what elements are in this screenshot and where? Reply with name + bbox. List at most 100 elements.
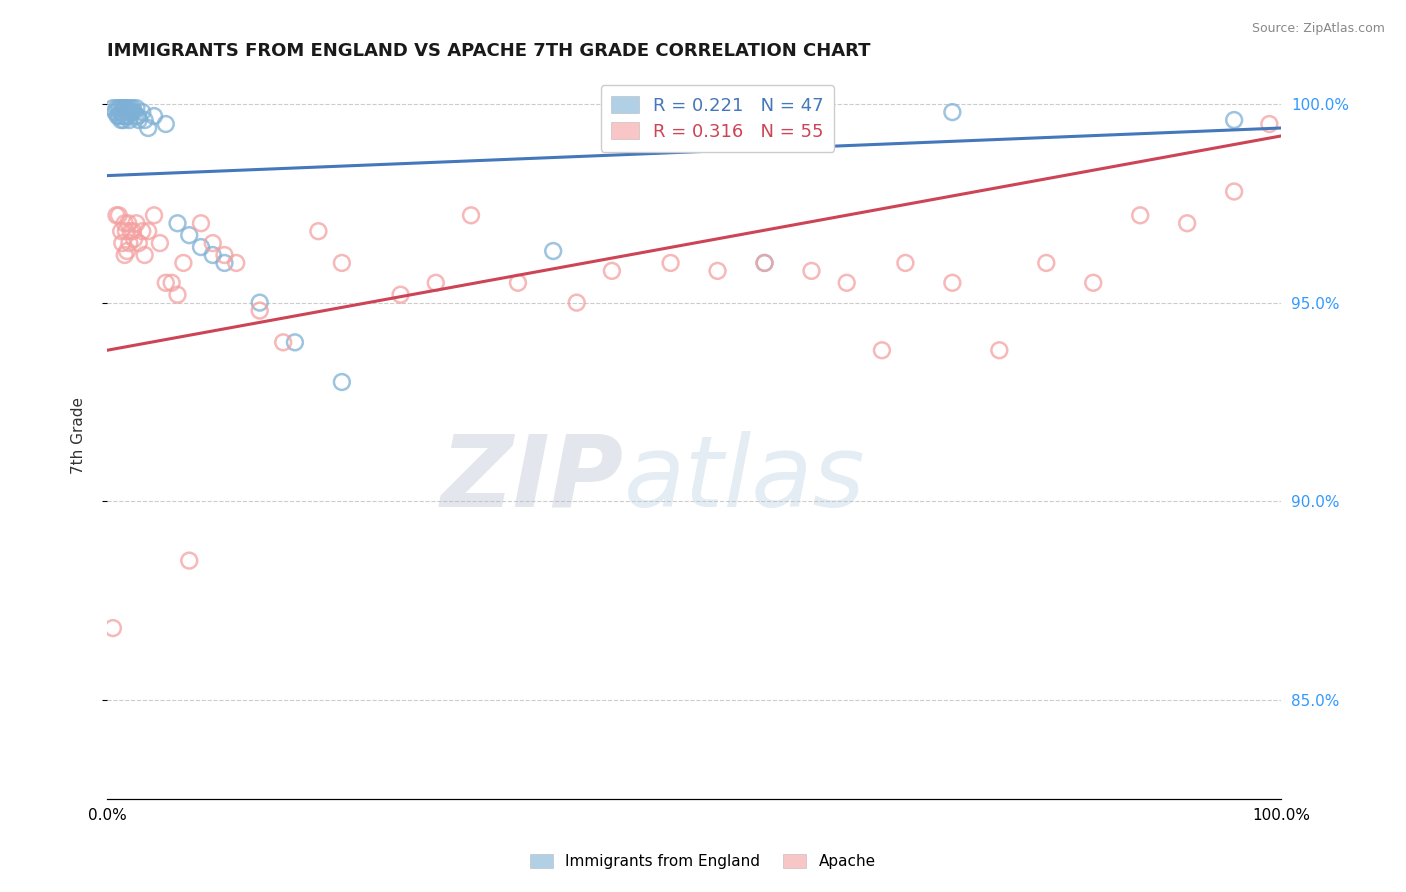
Point <box>179 228 201 243</box>
Point <box>754 256 776 270</box>
Point <box>101 621 124 635</box>
Point <box>120 101 142 115</box>
Point <box>134 113 156 128</box>
Point <box>128 113 150 128</box>
Point <box>1258 117 1281 131</box>
Point <box>179 553 201 567</box>
Point <box>870 343 893 358</box>
Point <box>284 335 307 350</box>
Point <box>1223 185 1246 199</box>
Point <box>120 224 142 238</box>
Point <box>112 101 135 115</box>
Point <box>134 248 156 262</box>
Point <box>143 109 166 123</box>
Point <box>118 105 141 120</box>
Point <box>117 109 139 123</box>
Point <box>249 303 271 318</box>
Point <box>201 248 224 262</box>
Point <box>988 343 1011 358</box>
Text: IMMIGRANTS FROM ENGLAND VS APACHE 7TH GRADE CORRELATION CHART: IMMIGRANTS FROM ENGLAND VS APACHE 7TH GR… <box>107 42 870 60</box>
Point <box>506 276 529 290</box>
Text: ZIP: ZIP <box>440 431 624 528</box>
Point <box>894 256 917 270</box>
Point <box>941 276 963 290</box>
Point <box>111 109 134 123</box>
Point <box>1035 256 1057 270</box>
Point <box>105 208 128 222</box>
Point <box>110 224 132 238</box>
Point <box>115 109 138 123</box>
Point <box>706 264 728 278</box>
Point <box>800 264 823 278</box>
Point <box>110 105 132 120</box>
Point <box>835 276 858 290</box>
Point <box>107 109 129 123</box>
Point <box>115 244 138 258</box>
Point <box>118 113 141 128</box>
Point <box>307 224 329 238</box>
Point <box>105 101 128 115</box>
Point <box>117 101 139 115</box>
Point <box>131 224 153 238</box>
Point <box>143 208 166 222</box>
Point <box>541 244 564 258</box>
Point <box>659 256 682 270</box>
Point <box>565 295 588 310</box>
Point <box>118 236 141 251</box>
Point <box>115 224 138 238</box>
Point <box>114 248 136 262</box>
Point <box>389 287 412 301</box>
Point <box>111 101 134 115</box>
Point <box>101 101 124 115</box>
Y-axis label: 7th Grade: 7th Grade <box>72 397 86 474</box>
Point <box>172 256 194 270</box>
Legend: R = 0.221   N = 47, R = 0.316   N = 55: R = 0.221 N = 47, R = 0.316 N = 55 <box>600 85 835 152</box>
Point <box>108 208 131 222</box>
Point <box>122 101 145 115</box>
Point <box>754 256 776 270</box>
Point <box>117 216 139 230</box>
Point <box>149 236 172 251</box>
Point <box>128 236 150 251</box>
Text: Source: ZipAtlas.com: Source: ZipAtlas.com <box>1251 22 1385 36</box>
Point <box>1223 113 1246 128</box>
Point <box>104 105 127 120</box>
Point <box>249 295 271 310</box>
Point <box>160 276 183 290</box>
Point <box>214 248 236 262</box>
Point <box>1083 276 1105 290</box>
Point <box>166 287 188 301</box>
Point <box>136 120 159 135</box>
Point <box>108 109 131 123</box>
Point <box>111 236 134 251</box>
Point <box>122 224 145 238</box>
Point <box>127 109 149 123</box>
Point <box>112 113 135 128</box>
Point <box>330 256 353 270</box>
Point <box>125 101 148 115</box>
Point <box>425 276 447 290</box>
Legend: Immigrants from England, Apache: Immigrants from England, Apache <box>524 847 882 875</box>
Point <box>121 105 143 120</box>
Point <box>460 208 482 222</box>
Point <box>166 216 188 230</box>
Point <box>600 264 623 278</box>
Point <box>124 109 146 123</box>
Point <box>122 232 145 246</box>
Point <box>941 105 963 120</box>
Point <box>114 109 136 123</box>
Point <box>190 216 212 230</box>
Text: atlas: atlas <box>624 431 865 528</box>
Point <box>114 101 136 115</box>
Point <box>190 240 212 254</box>
Point <box>271 335 294 350</box>
Point <box>114 216 136 230</box>
Point <box>115 101 138 115</box>
Point <box>115 105 138 120</box>
Point <box>125 216 148 230</box>
Point <box>136 224 159 238</box>
Point <box>1175 216 1198 230</box>
Point <box>110 113 132 128</box>
Point <box>330 375 353 389</box>
Point <box>108 101 131 115</box>
